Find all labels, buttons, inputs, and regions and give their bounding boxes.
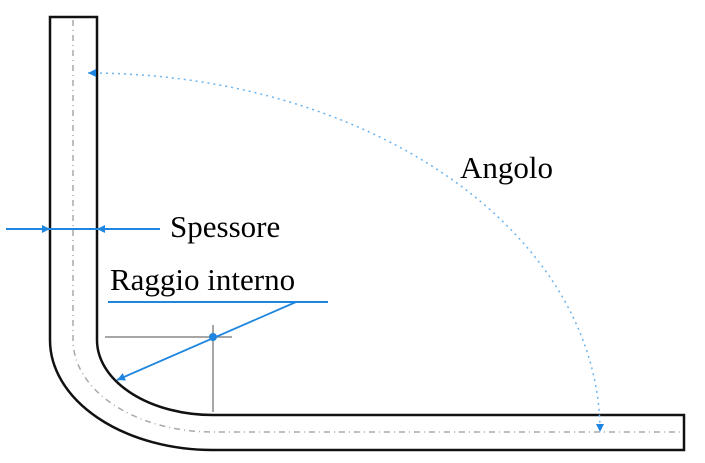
angle-label: Angolo bbox=[460, 150, 553, 185]
thickness-label: Spessore bbox=[170, 209, 280, 244]
inner-radius-leader bbox=[116, 301, 297, 381]
neutral-line bbox=[72, 20, 682, 433]
inner-radius-label: Raggio interno bbox=[110, 262, 295, 297]
bend-center-dot bbox=[209, 333, 217, 341]
sheet-outline bbox=[48, 15, 686, 452]
angle-arc bbox=[87, 69, 604, 433]
